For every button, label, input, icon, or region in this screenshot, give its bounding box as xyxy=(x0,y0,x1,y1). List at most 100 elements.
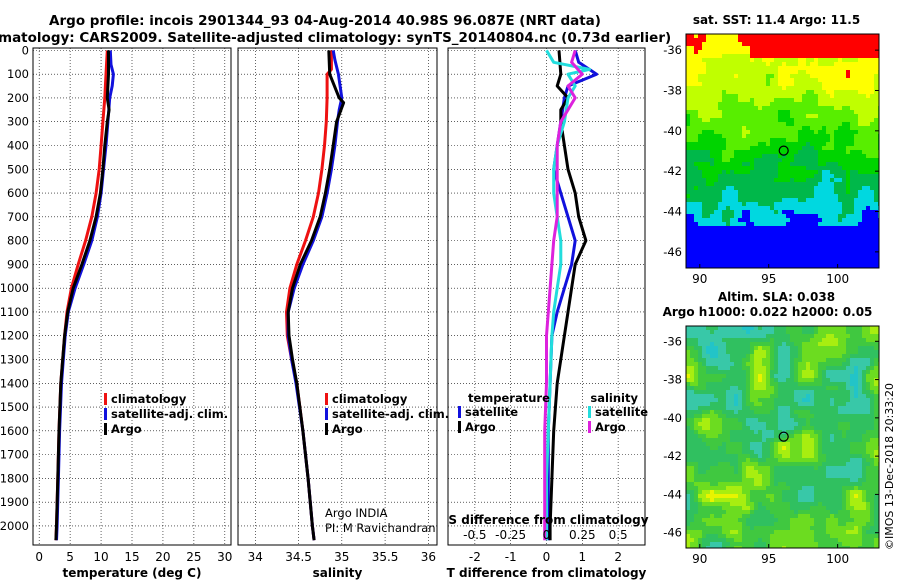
heatmap-cell xyxy=(854,374,858,378)
heatmap-cell xyxy=(686,102,690,106)
heatmap-cell xyxy=(858,486,862,490)
heatmap-cell xyxy=(834,54,838,58)
heatmap-cell xyxy=(718,406,722,410)
heatmap-cell xyxy=(786,78,790,82)
heatmap-cell xyxy=(814,178,818,182)
heatmap-cell xyxy=(746,82,750,86)
heatmap-cell xyxy=(726,186,730,190)
heatmap-cell xyxy=(862,426,866,430)
heatmap-cell xyxy=(846,374,850,378)
heatmap-cell xyxy=(746,38,750,42)
heatmap-cell xyxy=(702,54,706,58)
heatmap-cell xyxy=(690,350,694,354)
heatmap-cell xyxy=(726,374,730,378)
heatmap-cell xyxy=(806,366,810,370)
heatmap-cell xyxy=(706,166,710,170)
heatmap-cell xyxy=(838,426,842,430)
heatmap-cell xyxy=(766,418,770,422)
heatmap-cell xyxy=(742,82,746,86)
heatmap-cell xyxy=(790,142,794,146)
heatmap-cell xyxy=(790,42,794,46)
heatmap-cell xyxy=(822,118,826,122)
heatmap-cell xyxy=(782,226,786,230)
heatmap-cell xyxy=(826,94,830,98)
heatmap-cell xyxy=(750,146,754,150)
heatmap-cell xyxy=(698,50,702,54)
heatmap-cell xyxy=(778,42,782,46)
heatmap-cell xyxy=(706,42,710,46)
heatmap-cell xyxy=(702,182,706,186)
heatmap-cell xyxy=(690,362,694,366)
heatmap-cell xyxy=(722,378,726,382)
heatmap-cell xyxy=(722,346,726,350)
heatmap-cell xyxy=(822,130,826,134)
heatmap-cell xyxy=(766,474,770,478)
heatmap-cell xyxy=(766,386,770,390)
heatmap-cell xyxy=(706,466,710,470)
heatmap-cell xyxy=(870,210,874,214)
heatmap-cell xyxy=(750,470,754,474)
heatmap-cell xyxy=(870,178,874,182)
heatmap-cell xyxy=(778,94,782,98)
heatmap-cell xyxy=(686,42,690,46)
heatmap-cell xyxy=(794,158,798,162)
heatmap-cell xyxy=(858,142,862,146)
heatmap-cell xyxy=(762,470,766,474)
heatmap-cell xyxy=(746,330,750,334)
heatmap-cell xyxy=(774,206,778,210)
heatmap-cell xyxy=(762,326,766,330)
heatmap-cell xyxy=(850,166,854,170)
heatmap-cell xyxy=(754,74,758,78)
heatmap-cell xyxy=(834,422,838,426)
heatmap-cell xyxy=(686,98,690,102)
heatmap-cell xyxy=(818,98,822,102)
heatmap-cell xyxy=(786,214,790,218)
heatmap-cell xyxy=(746,226,750,230)
heatmap-cell xyxy=(854,74,858,78)
heatmap-cell xyxy=(826,54,830,58)
heatmap-cell xyxy=(802,218,806,222)
heatmap-cell xyxy=(710,102,714,106)
heatmap-cell xyxy=(866,398,870,402)
heatmap-cell xyxy=(782,138,786,142)
heatmap-cell xyxy=(866,482,870,486)
heatmap-cell xyxy=(874,218,878,222)
heatmap-cell xyxy=(838,454,842,458)
heatmap-cell xyxy=(790,490,794,494)
heatmap-cell xyxy=(698,326,702,330)
heatmap-cell xyxy=(734,178,738,182)
heatmap-cell xyxy=(706,378,710,382)
heatmap-cell xyxy=(854,78,858,82)
heatmap-cell xyxy=(702,66,706,70)
heatmap-cell xyxy=(766,174,770,178)
heatmap-cell xyxy=(810,474,814,478)
heatmap-cell xyxy=(770,74,774,78)
heatmap-cell xyxy=(734,254,738,258)
heatmap-cell xyxy=(758,414,762,418)
heatmap-cell xyxy=(806,154,810,158)
heatmap-cell xyxy=(794,70,798,74)
heatmap-cell xyxy=(706,210,710,214)
heatmap-cell xyxy=(734,454,738,458)
heatmap-cell xyxy=(822,150,826,154)
heatmap-cell xyxy=(714,210,718,214)
heatmap-cell xyxy=(762,202,766,206)
heatmap-cell xyxy=(838,110,842,114)
heatmap-cell xyxy=(746,138,750,142)
heatmap-cell xyxy=(730,470,734,474)
heatmap-cell xyxy=(694,258,698,262)
heatmap-cell xyxy=(798,150,802,154)
heatmap-cell xyxy=(790,174,794,178)
heatmap-cell xyxy=(798,198,802,202)
heatmap-cell xyxy=(834,158,838,162)
heatmap-cell xyxy=(786,402,790,406)
heatmap-cell xyxy=(722,374,726,378)
heatmap-cell xyxy=(710,250,714,254)
heatmap-cell xyxy=(782,330,786,334)
heatmap-cell xyxy=(862,130,866,134)
heatmap-cell xyxy=(862,46,866,50)
heatmap-cell xyxy=(706,238,710,242)
heatmap-cell xyxy=(790,242,794,246)
heatmap-cell xyxy=(726,330,730,334)
heatmap-cell xyxy=(702,58,706,62)
